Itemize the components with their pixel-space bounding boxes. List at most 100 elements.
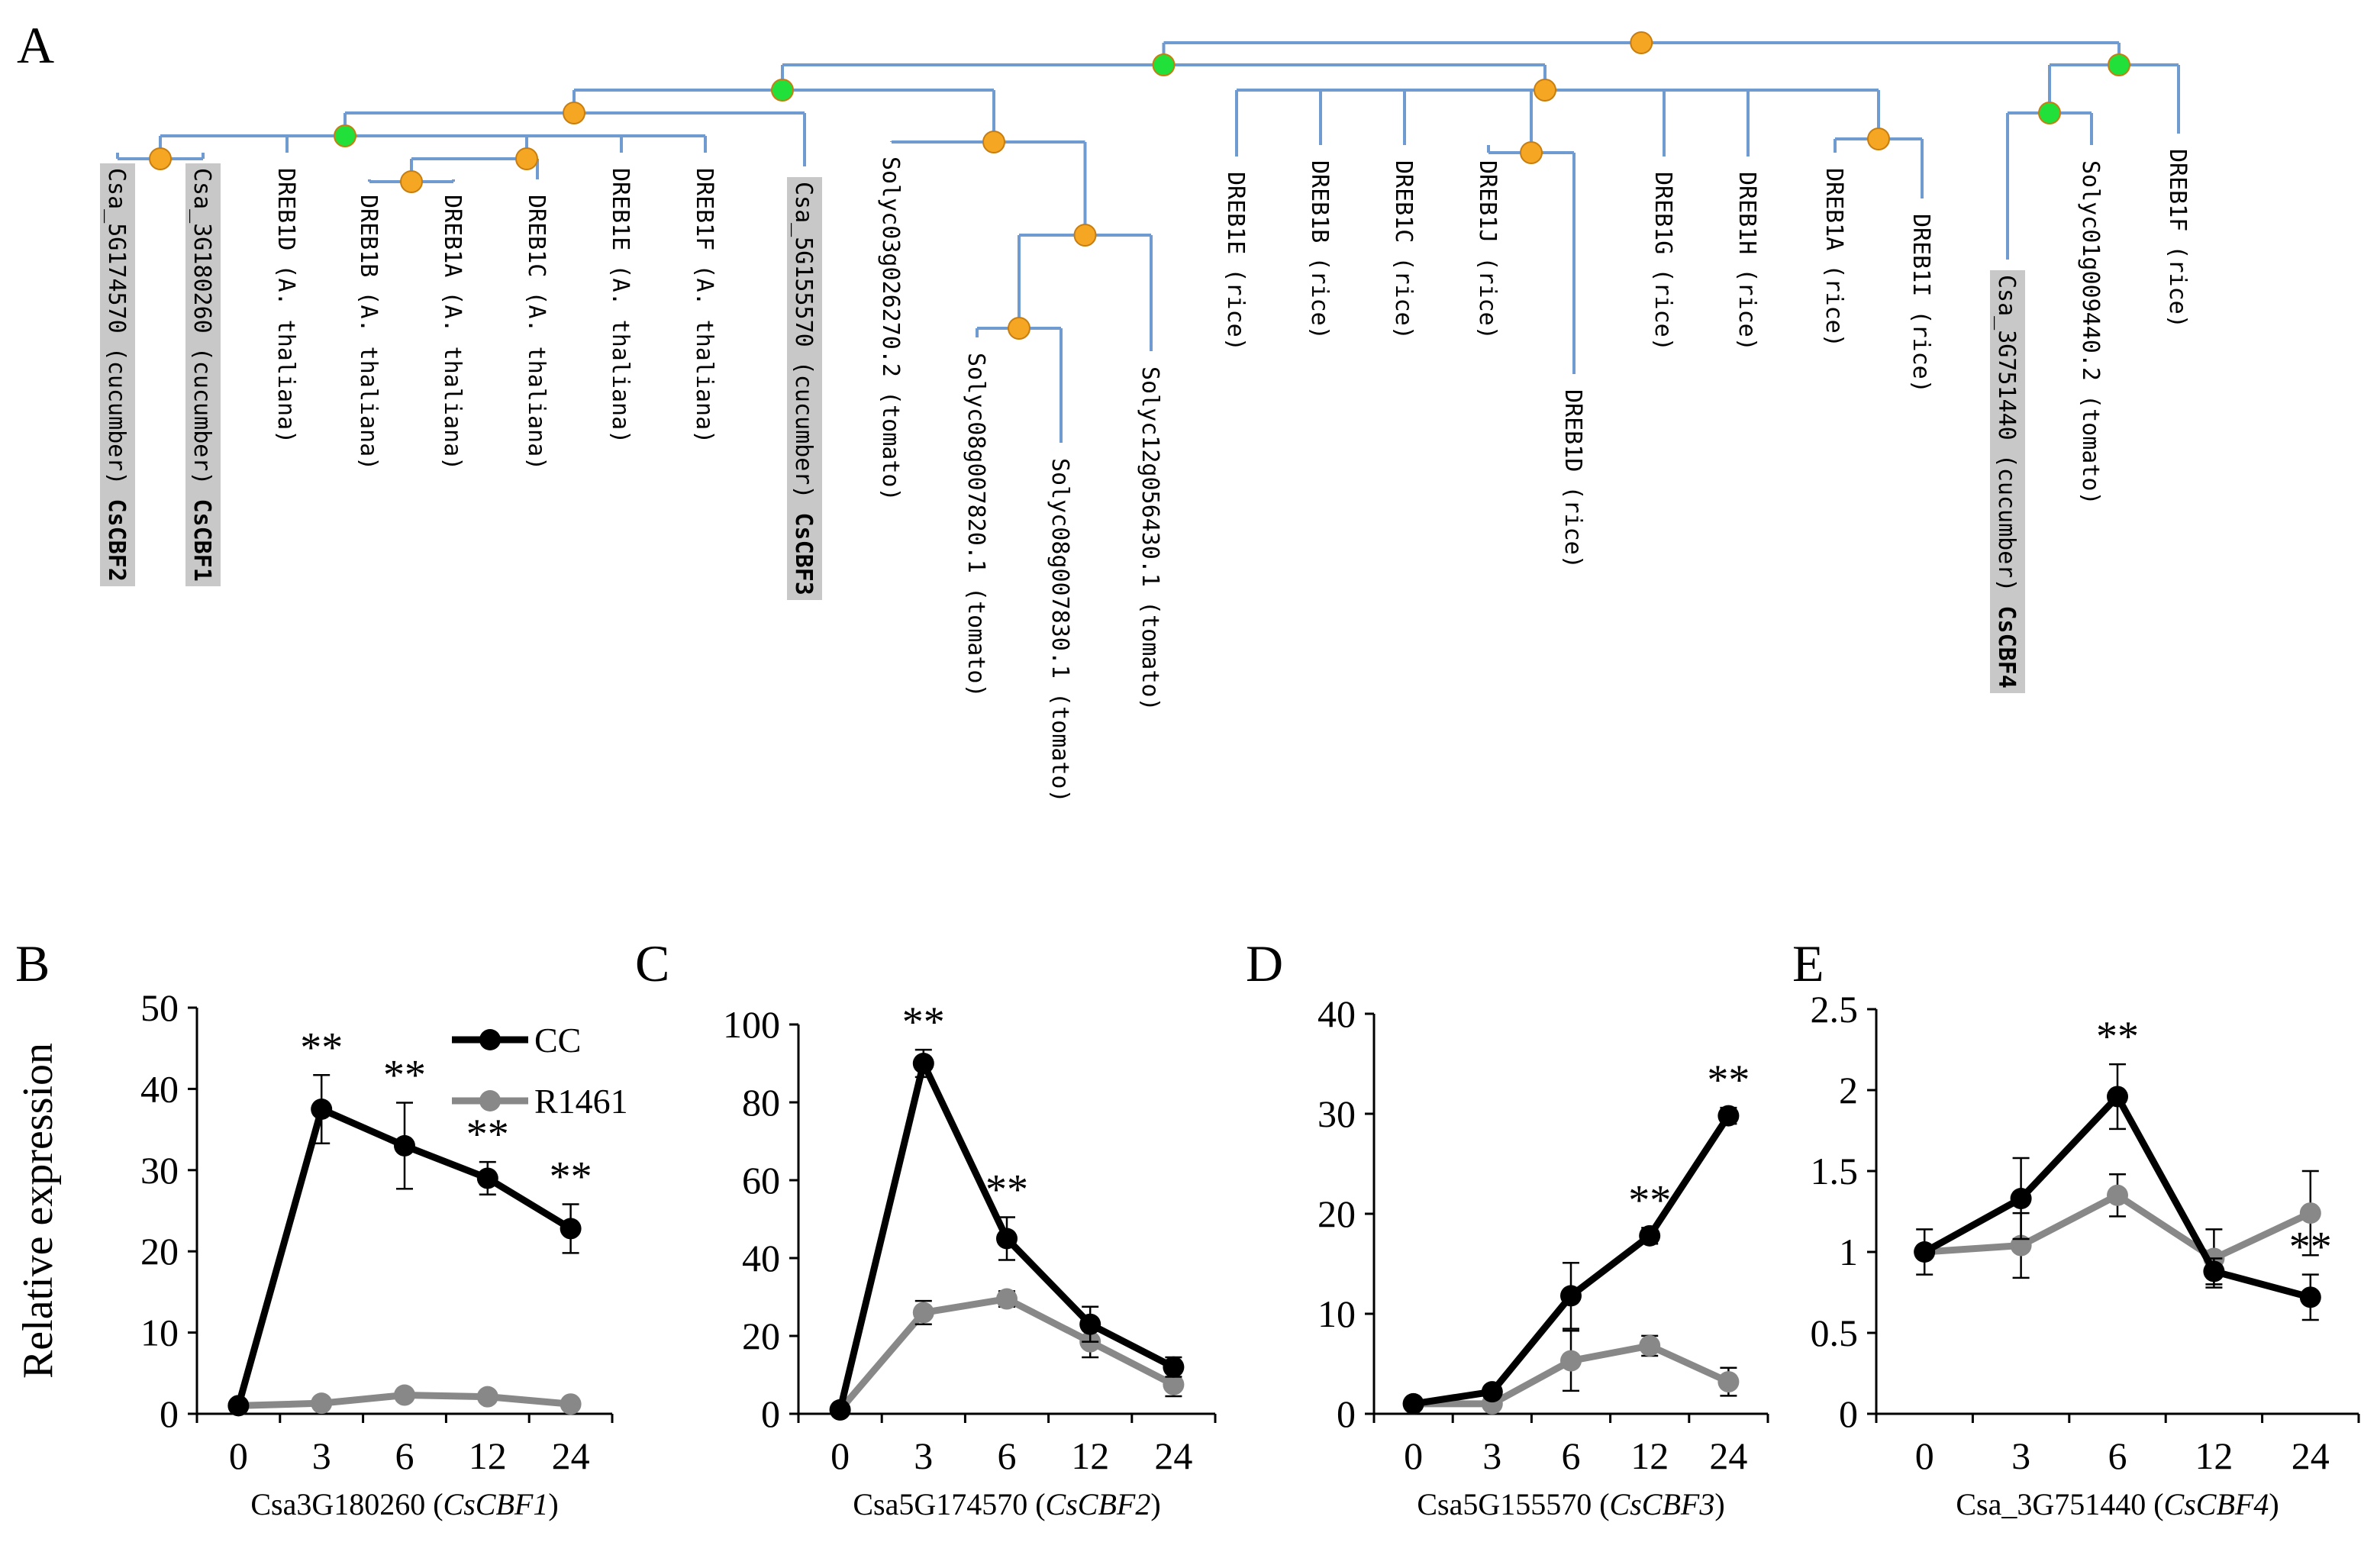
x-axis-label-italic: CsCBF2 <box>1046 1487 1151 1521</box>
series-cc <box>1402 1105 1740 1415</box>
y-tick-label: 20 <box>742 1315 780 1357</box>
y-tick-label: 1.5 <box>1811 1150 1859 1192</box>
tree-node-marker <box>1534 79 1556 102</box>
series-r1461 <box>227 1384 582 1417</box>
leaf-name: DREB1D (rice) <box>1559 389 1586 569</box>
leaf-tag: CsCBF4 <box>1993 605 2020 688</box>
tree-node-marker <box>1152 53 1176 76</box>
leaf-highlight <box>1990 270 2025 693</box>
tree-node-marker <box>1867 127 1890 150</box>
x-axis-label: Csa_3G751440 (CsCBF4) <box>1956 1487 2279 1521</box>
tree-node-marker <box>2108 53 2130 76</box>
data-point <box>996 1288 1018 1310</box>
significance-mark: ** <box>985 1166 1028 1213</box>
tree-node-marker <box>149 147 172 170</box>
data-point <box>2299 1202 2321 1224</box>
leaf-name: DREB1E (A. thaliana) <box>607 168 634 444</box>
leaf-label: Csa_3G180260 (cucumber) CsCBF1 <box>189 168 215 582</box>
leaf-label: DREB1I (rice) <box>1908 214 1934 393</box>
x-axis-label-gene: Csa3G180260 ( <box>250 1487 443 1521</box>
tree-node-marker <box>2038 102 2061 124</box>
leaf-label: Csa_5G174570 (cucumber) CsCBF2 <box>103 168 130 582</box>
x-tick-label: 12 <box>469 1434 507 1477</box>
x-tick-label: 24 <box>1709 1434 1747 1477</box>
leaf-label: DREB1J (rice) <box>1474 160 1501 340</box>
leaf-name: Csa_5G155570 (cucumber) <box>790 182 817 512</box>
leaf-label: DREB1D (rice) <box>1559 389 1586 569</box>
leaf-name: DREB1J (rice) <box>1474 160 1501 340</box>
leaf-name: Solyc03g026270.2 (tomato) <box>877 156 904 502</box>
x-tick-label: 3 <box>1482 1434 1501 1477</box>
tree-node-marker <box>1630 31 1653 54</box>
leaf-tag: CsCBF1 <box>189 498 215 581</box>
significance-mark: ** <box>300 1024 343 1071</box>
x-axis-label-gene: Csa5G155570 ( <box>1417 1487 1609 1521</box>
leaf-label: DREB1B (rice) <box>1306 160 1333 340</box>
y-tick-label: 20 <box>1318 1192 1356 1235</box>
x-axis-label-close: ) <box>2269 1487 2279 1521</box>
x-tick-label: 3 <box>312 1434 331 1477</box>
leaf-name: DREB1F (A. thaliana) <box>691 168 718 444</box>
leaf-tag: CsCBF3 <box>790 512 817 595</box>
series-r1461 <box>1914 1170 2321 1289</box>
x-axis-label-close: ) <box>548 1487 558 1521</box>
x-tick-label: 12 <box>1630 1434 1669 1477</box>
y-tick-label: 30 <box>140 1149 179 1192</box>
x-tick-label: 0 <box>229 1434 248 1477</box>
x-tick-label: 6 <box>2108 1434 2127 1477</box>
data-point <box>912 1053 934 1074</box>
data-point <box>1079 1313 1101 1335</box>
y-tick-label: 100 <box>723 1003 780 1046</box>
leaf-label: DREB1H (rice) <box>1734 172 1760 351</box>
leaf-name: DREB1H (rice) <box>1734 172 1760 351</box>
data-point <box>227 1395 250 1417</box>
data-point <box>311 1099 333 1120</box>
tree-nodes <box>149 31 2130 340</box>
data-point <box>912 1302 934 1324</box>
x-axis-label: Csa5G155570 (CsCBF3) <box>1417 1487 1724 1521</box>
leaf-name: DREB1A (A. thaliana) <box>439 195 466 470</box>
chart-panel-c: 0 20 40 60 80 100 0 3 6 12 24 Csa5G174570 (CsCBF2) *… <box>723 999 1217 1521</box>
panel-labels: A B C D E <box>15 16 1824 992</box>
y-tick-label: 10 <box>140 1312 179 1354</box>
leaf-label: Solyc08g007830.1 (tomato) <box>1047 458 1073 803</box>
y-tick-label: 10 <box>1318 1292 1356 1335</box>
leaf-name: DREB1C (A. thaliana) <box>523 195 550 470</box>
panel-label-b: B <box>15 934 50 992</box>
leaf-label: Solyc08g007820.1 (tomato) <box>963 353 989 698</box>
y-tick-label: 30 <box>1318 1092 1356 1135</box>
data-point <box>476 1386 498 1408</box>
significance-mark: ** <box>902 999 945 1046</box>
y-tick-label: 20 <box>140 1230 179 1273</box>
data-point <box>1560 1350 1582 1372</box>
leaf-label: Solyc03g026270.2 (tomato) <box>877 156 904 502</box>
leaf-name: DREB1F (rice) <box>2164 149 2191 328</box>
chart-panel-d: 0 10 20 30 40 0 3 6 12 24 Csa5G155570 (CsCBF3) ** ** <box>1318 992 1769 1521</box>
legend-cc-marker <box>479 1029 501 1050</box>
leaf-name: Solyc08g007830.1 (tomato) <box>1047 458 1073 803</box>
tree-node-marker <box>515 147 538 170</box>
legend-r1461-label: R1461 <box>534 1082 628 1121</box>
leaf-name: DREB1I (rice) <box>1908 214 1934 393</box>
x-axis-label-italic: CsCBF4 <box>2164 1487 2269 1521</box>
y-tick-label: 50 <box>140 986 179 1029</box>
leaf-highlight <box>787 177 822 600</box>
series-cc <box>829 1048 1185 1421</box>
data-point <box>560 1218 582 1240</box>
x-tick-label: 0 <box>1404 1434 1423 1477</box>
y-tick-label: 40 <box>140 1067 179 1110</box>
x-axis-label-italic: CsCBF1 <box>443 1487 549 1521</box>
legend-r1461-marker <box>479 1090 501 1111</box>
leaf-name: DREB1D (A. thaliana) <box>273 168 299 444</box>
leaf-name: DREB1G (rice) <box>1650 172 1676 351</box>
leaf-label: DREB1F (A. thaliana) <box>691 168 718 444</box>
series-line <box>837 1295 1176 1412</box>
y-tick-label: 40 <box>1318 992 1356 1035</box>
x-tick-label: 6 <box>998 1434 1017 1477</box>
x-tick-label: 24 <box>2292 1434 2330 1477</box>
x-axis-label: Csa3G180260 (CsCBF1) <box>250 1487 558 1521</box>
y-tick-label: 0 <box>1337 1392 1356 1435</box>
leaf-name: Csa_3G180260 (cucumber) <box>189 168 215 498</box>
data-point <box>1914 1241 1936 1263</box>
data-point <box>1717 1105 1740 1127</box>
